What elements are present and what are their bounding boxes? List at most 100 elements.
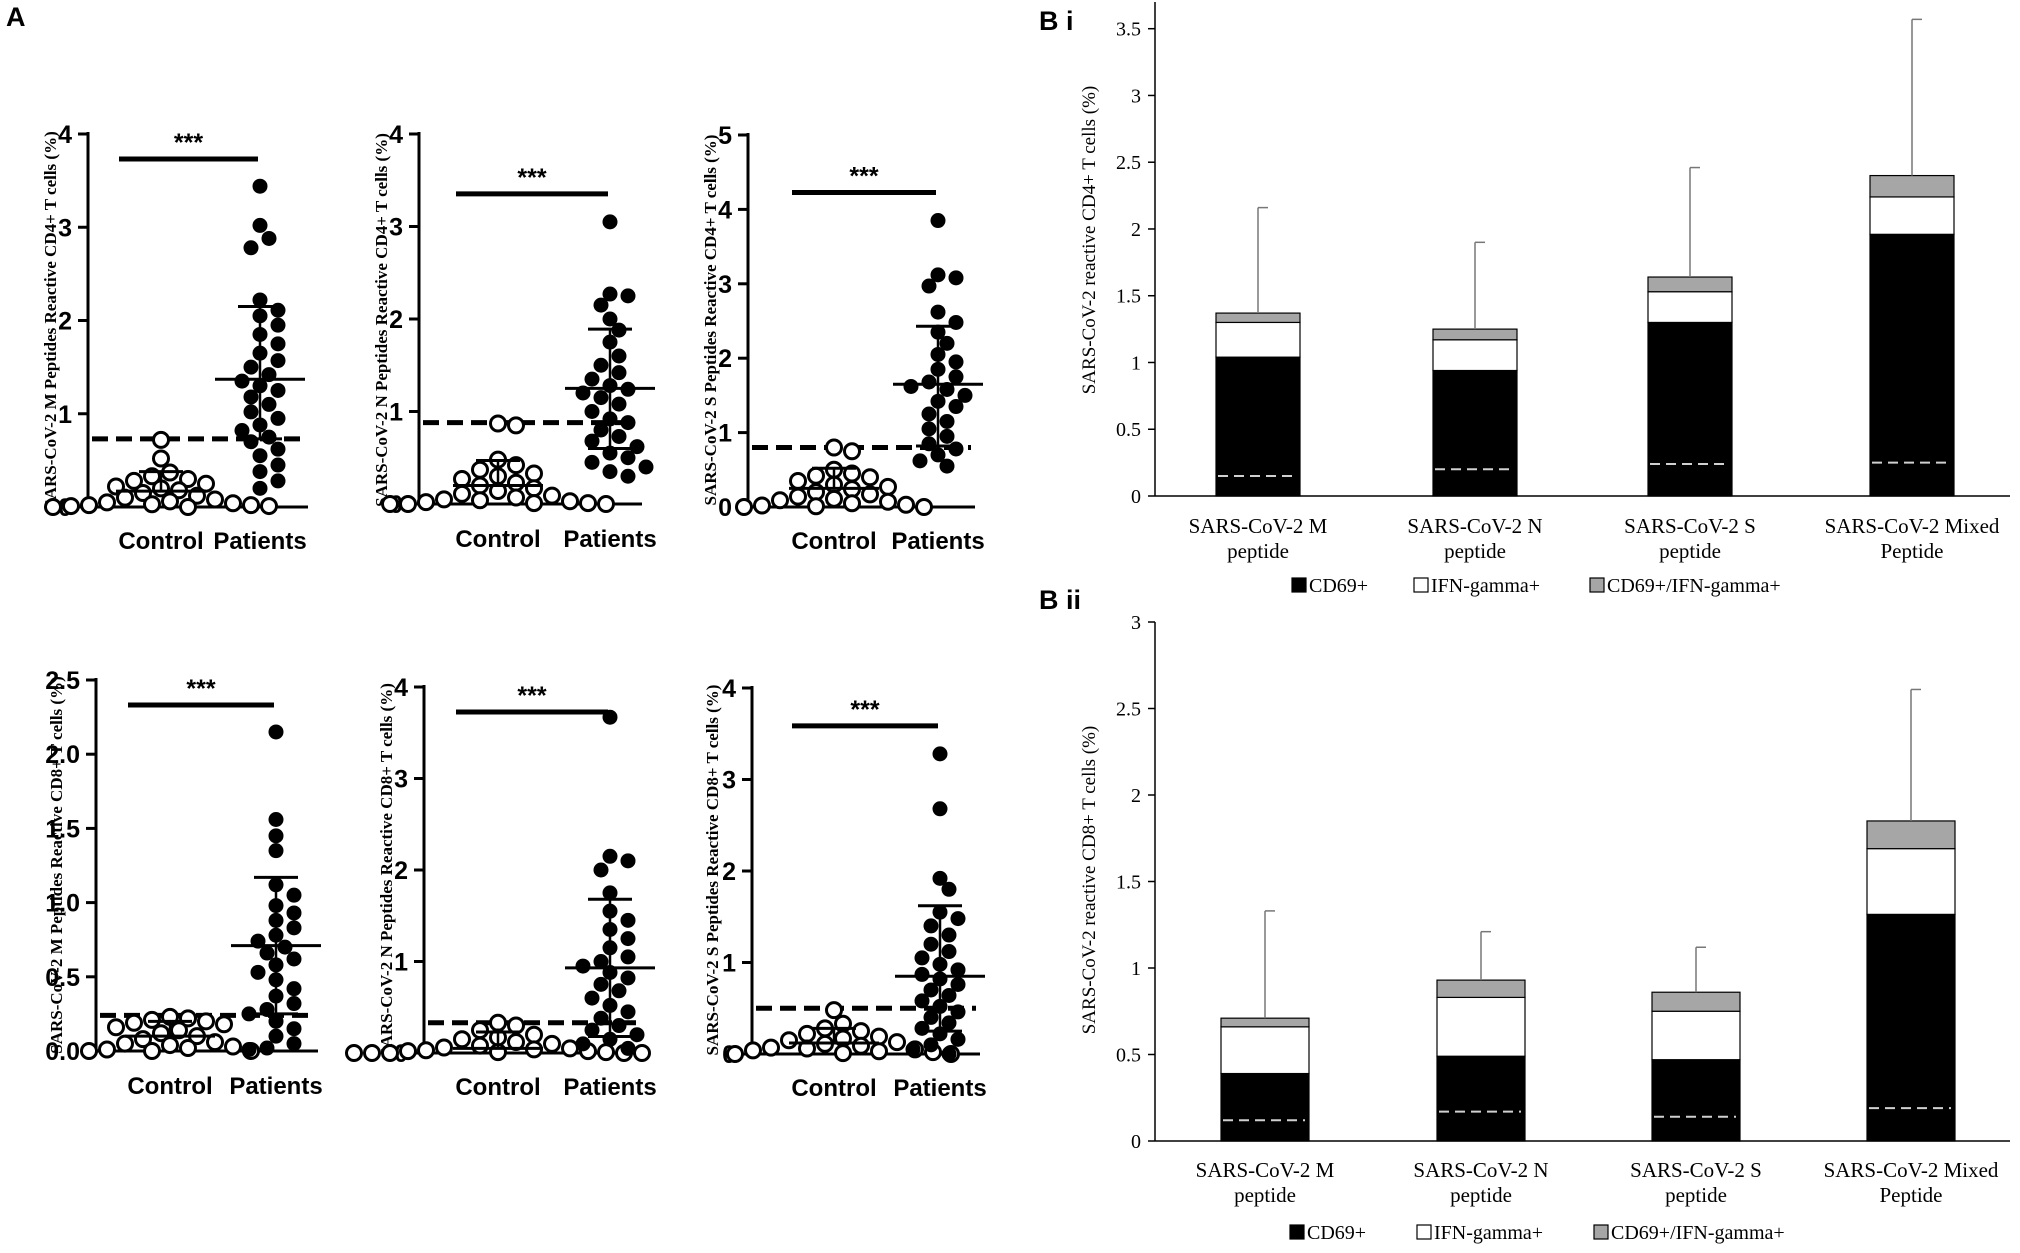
y-tick-label: 0.0 xyxy=(45,1038,80,1066)
patient-point xyxy=(602,214,618,230)
control-point xyxy=(435,490,453,509)
bar-segment-cd69- xyxy=(1220,1072,1310,1142)
legend-label: CD69+ xyxy=(1309,575,1368,597)
x-category-label: peptide xyxy=(1234,1183,1296,1207)
patient-point xyxy=(584,990,600,1006)
bar-segment-cd69- xyxy=(1651,1059,1741,1142)
y-tick-label: 2 xyxy=(1131,785,1141,807)
control-point xyxy=(825,1001,843,1020)
patient-point xyxy=(932,870,948,886)
control-point xyxy=(206,490,224,509)
y-tick-label: 4 xyxy=(718,196,732,224)
control-point xyxy=(597,1043,615,1062)
legend-label: IFN-gamma+ xyxy=(1434,1222,1543,1244)
bar-segment-ifn-gamma- xyxy=(1647,291,1733,324)
x-category-label: SARS-CoV-2 N xyxy=(1407,514,1542,538)
patient-point xyxy=(941,987,957,1003)
patient-point xyxy=(270,473,286,489)
bar-segment-cd69-ifn-gamma- xyxy=(1647,276,1733,293)
y-tick-label: 2.5 xyxy=(1116,152,1141,174)
x-category-label: Control xyxy=(791,528,876,555)
x-category-label: SARS-CoV-2 Mixed xyxy=(1824,1158,1999,1182)
patient-point xyxy=(286,887,302,903)
y-axis-label: SARS-CoV-2 S Peptides Reactive CD8+ T ce… xyxy=(703,685,722,1056)
patient-point xyxy=(620,450,636,466)
patient-point xyxy=(903,378,919,394)
y-tick-label: 1 xyxy=(394,949,408,977)
control-point xyxy=(417,493,435,512)
panel-label-a: A xyxy=(6,2,26,32)
patient-point xyxy=(252,480,268,496)
y-tick-label: 1 xyxy=(389,399,403,427)
y-tick-label: 0.5 xyxy=(1116,1045,1141,1067)
bar-segment-ifn-gamma- xyxy=(1869,196,1955,235)
x-category-label: SARS-CoV-2 S xyxy=(1624,514,1756,538)
patient-point xyxy=(620,1040,636,1056)
control-point xyxy=(381,495,399,513)
x-category-label: Patients xyxy=(213,528,306,555)
patient-point xyxy=(948,441,964,457)
x-category-label: Patients xyxy=(893,1075,986,1102)
control-point xyxy=(435,1038,453,1057)
control-point xyxy=(399,495,417,513)
legend-swatch xyxy=(1289,1224,1305,1240)
patient-point xyxy=(234,373,250,389)
patient-point xyxy=(286,905,302,921)
control-point xyxy=(489,1013,507,1032)
patient-point xyxy=(243,434,259,450)
patient-point xyxy=(270,353,286,369)
bar-segment-cd69- xyxy=(1647,321,1733,497)
y-tick-label: 5 xyxy=(718,122,732,150)
y-tick-label: 2 xyxy=(1131,219,1141,241)
scatter-chart-a2: 01234SARS-CoV-2 N Peptides Reactive CD4+… xyxy=(372,121,657,553)
bar-segment-cd69- xyxy=(1866,913,1956,1142)
patient-point xyxy=(584,1022,600,1038)
control-point xyxy=(807,497,825,516)
y-axis-label: SARS-CoV-2 reactive CD8+ T cells (%) xyxy=(1079,726,1100,1035)
patient-point xyxy=(620,949,636,965)
patient-point xyxy=(629,1027,645,1043)
patient-point xyxy=(948,354,964,370)
bar-segment-cd69-ifn-gamma- xyxy=(1432,328,1518,341)
patient-point xyxy=(923,982,939,998)
patient-point xyxy=(950,911,966,927)
patient-point xyxy=(620,1004,636,1020)
bar-chart-bii: 0 0.5 1 1.5 2 2.5 3 SARS-CoV-2 reactive CD8+ T … xyxy=(1079,612,2010,1244)
patient-point xyxy=(268,828,284,844)
patient-point xyxy=(286,996,302,1012)
legend-label: CD69+/IFN-gamma+ xyxy=(1607,575,1781,597)
patient-point xyxy=(611,365,627,381)
patient-point xyxy=(914,993,930,1009)
patient-point xyxy=(270,317,286,333)
patient-point xyxy=(923,918,939,934)
control-point xyxy=(861,485,879,504)
y-tick-label: 1.5 xyxy=(1116,872,1141,894)
patient-point xyxy=(941,881,957,897)
y-axis-label: SARS-CoV-2 N Peptides Reactive CD4+ T ce… xyxy=(372,133,391,507)
patient-point xyxy=(912,453,928,469)
bar-segment-cd69- xyxy=(1215,356,1301,497)
significance-label: *** xyxy=(186,675,215,703)
patient-point xyxy=(575,1036,591,1052)
control-point xyxy=(206,1033,224,1052)
control-point xyxy=(98,493,116,512)
y-tick-label: 0 xyxy=(718,494,732,522)
y-tick-label: 1.0 xyxy=(45,890,80,918)
control-point xyxy=(453,1030,471,1049)
control-point xyxy=(152,430,170,449)
control-point xyxy=(897,495,915,514)
bar-segment-cd69-ifn-gamma- xyxy=(1436,979,1526,999)
patient-point xyxy=(914,950,930,966)
legend-swatch xyxy=(1413,577,1429,593)
y-tick-label: 2 xyxy=(389,306,403,334)
legend-swatch xyxy=(1291,577,1307,593)
patient-point xyxy=(948,314,964,330)
patient-point xyxy=(950,1004,966,1020)
y-axis-label: SARS-CoV-2 N Peptides Reactive CD8+ T ce… xyxy=(377,683,396,1057)
patient-point xyxy=(252,217,268,233)
control-point xyxy=(780,1031,798,1050)
control-point xyxy=(80,1042,98,1060)
control-point xyxy=(888,1033,906,1052)
